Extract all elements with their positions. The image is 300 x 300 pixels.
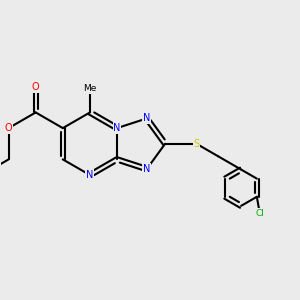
Text: N: N (86, 170, 94, 180)
Text: Cl: Cl (255, 209, 264, 218)
Text: S: S (194, 139, 200, 149)
Text: Me: Me (83, 85, 97, 94)
Text: N: N (143, 113, 150, 123)
Text: N: N (143, 164, 150, 174)
Text: N: N (113, 123, 121, 133)
Text: O: O (5, 123, 12, 133)
Text: O: O (32, 82, 40, 92)
